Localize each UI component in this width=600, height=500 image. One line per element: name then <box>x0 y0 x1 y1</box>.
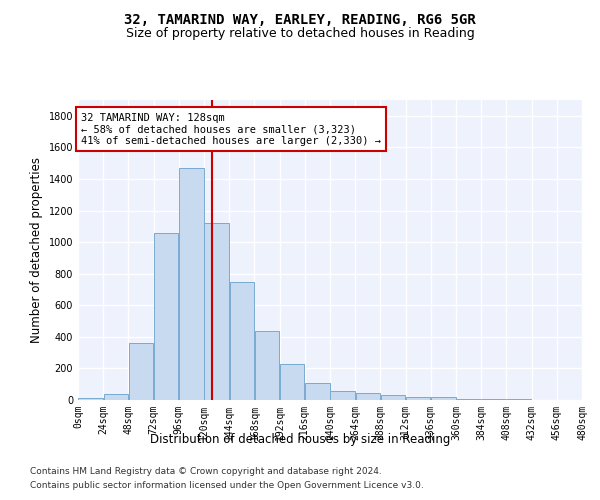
Bar <box>507 399 531 400</box>
Bar <box>205 223 229 400</box>
Bar <box>305 382 329 400</box>
Bar <box>482 399 506 400</box>
Text: Contains public sector information licensed under the Open Government Licence v3: Contains public sector information licen… <box>30 481 424 490</box>
Bar <box>255 332 279 400</box>
Text: Contains HM Land Registry data © Crown copyright and database right 2024.: Contains HM Land Registry data © Crown c… <box>30 468 382 476</box>
Text: 32, TAMARIND WAY, EARLEY, READING, RG6 5GR: 32, TAMARIND WAY, EARLEY, READING, RG6 5… <box>124 12 476 26</box>
Bar <box>431 397 455 400</box>
Text: Distribution of detached houses by size in Reading: Distribution of detached houses by size … <box>150 432 450 446</box>
Bar <box>406 397 430 400</box>
Bar <box>230 282 254 400</box>
Bar <box>79 398 103 400</box>
Y-axis label: Number of detached properties: Number of detached properties <box>30 157 43 343</box>
Bar <box>129 343 153 400</box>
Bar <box>381 396 405 400</box>
Bar <box>457 399 481 400</box>
Bar <box>179 168 203 400</box>
Bar <box>104 394 128 400</box>
Bar <box>356 393 380 400</box>
Text: Size of property relative to detached houses in Reading: Size of property relative to detached ho… <box>125 28 475 40</box>
Text: 32 TAMARIND WAY: 128sqm
← 58% of detached houses are smaller (3,323)
41% of semi: 32 TAMARIND WAY: 128sqm ← 58% of detache… <box>81 112 381 146</box>
Bar <box>280 364 304 400</box>
Bar <box>331 392 355 400</box>
Bar <box>154 232 178 400</box>
